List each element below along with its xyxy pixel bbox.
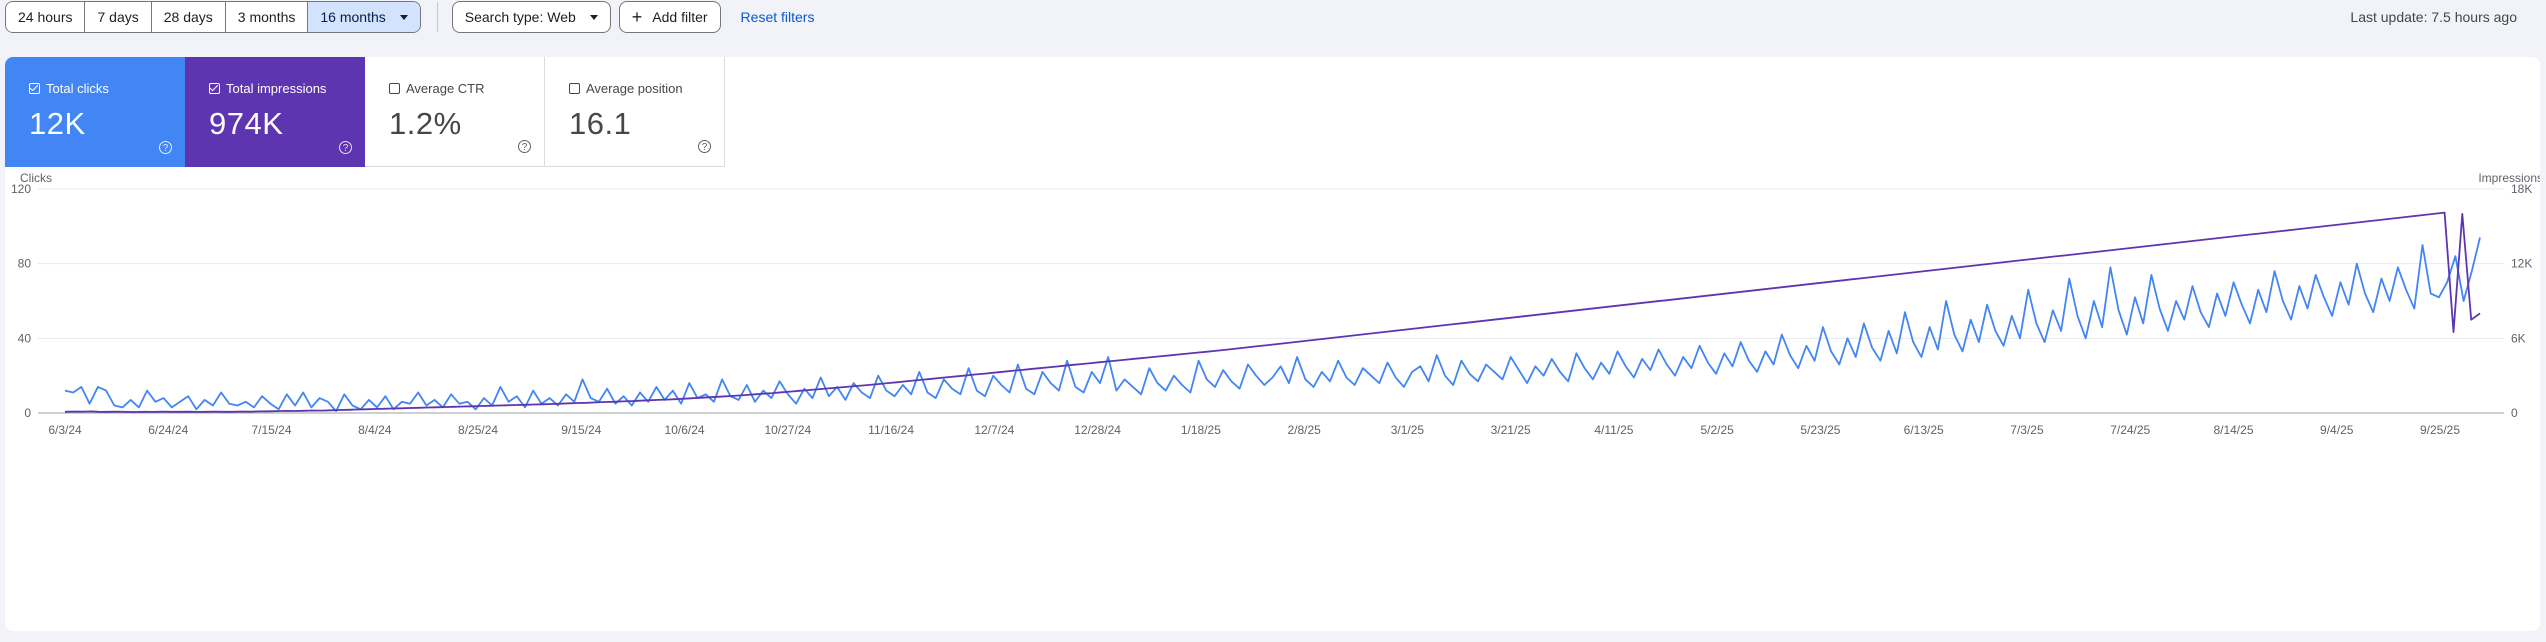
- metric-label-row: Average CTR: [389, 81, 544, 96]
- x-tick-label: 7/24/25: [2110, 423, 2150, 437]
- y-right-tick-label: 12K: [2511, 257, 2532, 271]
- x-tick-label: 6/24/24: [148, 423, 188, 437]
- y-right-tick-label: 6K: [2511, 331, 2526, 345]
- help-icon[interactable]: ?: [518, 140, 531, 153]
- metric-label: Average CTR: [406, 81, 485, 96]
- x-tick-label: 3/21/25: [1491, 423, 1531, 437]
- y-left-tick-label: 120: [11, 182, 31, 196]
- y-right-tick-label: 18K: [2511, 182, 2532, 196]
- metric-total-impressions[interactable]: Total impressions 974K ?: [185, 57, 365, 167]
- date-range-selector: 24 hours 7 days 28 days 3 months 16 mont…: [5, 1, 421, 33]
- x-tick-label: 3/1/25: [1391, 423, 1425, 437]
- y-left-tick-label: 80: [18, 257, 32, 271]
- checkbox-checked-icon[interactable]: [209, 83, 220, 94]
- checkbox-unchecked-icon[interactable]: [389, 83, 400, 94]
- series-line-total-clicks: [64, 237, 2481, 413]
- x-tick-label: 9/15/24: [561, 423, 601, 437]
- metric-value: 12K: [29, 106, 86, 141]
- x-tick-label: 9/25/25: [2420, 423, 2460, 437]
- plus-icon: +: [631, 7, 643, 27]
- range-7-days-button[interactable]: 7 days: [85, 2, 152, 32]
- toolbar: 24 hours 7 days 28 days 3 months 16 mont…: [5, 0, 814, 34]
- y-left-tick-label: 40: [18, 331, 32, 345]
- x-tick-label: 7/3/25: [2010, 423, 2044, 437]
- metric-label: Total clicks: [46, 81, 109, 96]
- metric-average-ctr[interactable]: Average CTR 1.2% ?: [365, 57, 545, 167]
- help-icon[interactable]: ?: [698, 140, 711, 153]
- search-type-label: Search type: Web: [464, 9, 576, 25]
- range-28-days-button[interactable]: 28 days: [151, 2, 226, 32]
- x-tick-label: 7/15/24: [251, 423, 291, 437]
- x-tick-label: 12/7/24: [974, 423, 1014, 437]
- range-3-months-button[interactable]: 3 months: [225, 2, 309, 32]
- performance-card: Total clicks 12K ? Total impressions 974…: [5, 57, 2540, 631]
- x-tick-label: 12/28/24: [1074, 423, 1121, 437]
- x-tick-label: 8/25/24: [458, 423, 498, 437]
- toolbar-divider: [436, 2, 438, 32]
- x-tick-label: 8/14/25: [2213, 423, 2253, 437]
- x-tick-label: 4/11/25: [1594, 423, 1633, 437]
- x-tick-label: 5/2/25: [1700, 423, 1734, 437]
- x-tick-label: 6/3/24: [48, 423, 82, 437]
- x-tick-label: 9/4/25: [2320, 423, 2354, 437]
- y-right-axis-label: Impressions: [2478, 171, 2540, 185]
- chevron-down-icon: [399, 14, 408, 20]
- checkbox-checked-icon[interactable]: [29, 83, 40, 94]
- x-tick-label: 10/6/24: [665, 423, 705, 437]
- x-tick-label: 11/16/24: [868, 423, 914, 437]
- y-right-tick-label: 0: [2511, 406, 2518, 420]
- x-tick-label: 2/8/25: [1287, 423, 1321, 437]
- metric-value: 974K: [209, 106, 284, 141]
- checkbox-unchecked-icon[interactable]: [569, 83, 580, 94]
- metric-label: Average position: [586, 81, 683, 96]
- help-icon[interactable]: ?: [159, 141, 172, 154]
- series-line-total-impressions: [64, 211, 2481, 413]
- y-left-axis-label: Clicks: [20, 171, 52, 185]
- help-icon[interactable]: ?: [339, 141, 352, 154]
- metric-label-row: Average position: [569, 81, 724, 96]
- y-left-tick-label: 0: [24, 406, 31, 420]
- range-24-hours-button[interactable]: 24 hours: [6, 2, 86, 32]
- x-tick-label: 5/23/25: [1800, 423, 1840, 437]
- add-filter-label: Add filter: [652, 9, 708, 25]
- metric-value: 16.1: [569, 106, 632, 141]
- chevron-down-icon: [589, 14, 598, 20]
- x-tick-label: 1/18/25: [1181, 423, 1221, 437]
- search-type-filter[interactable]: Search type: Web: [451, 1, 611, 33]
- add-filter-button[interactable]: + Add filter: [618, 1, 721, 33]
- metric-label-row: Total impressions: [209, 81, 365, 96]
- metric-average-position[interactable]: Average position 16.1 ?: [545, 57, 725, 167]
- metric-label: Total impressions: [226, 81, 327, 96]
- reset-filters-link[interactable]: Reset filters: [740, 9, 815, 25]
- range-16-months-button[interactable]: 16 months: [308, 2, 420, 32]
- metric-label-row: Total clicks: [29, 81, 185, 96]
- metric-value: 1.2%: [389, 106, 462, 141]
- x-tick-label: 6/13/25: [1904, 423, 1944, 437]
- x-tick-label: 8/4/24: [358, 423, 392, 437]
- metric-tabs: Total clicks 12K ? Total impressions 974…: [5, 57, 725, 167]
- x-tick-label: 10/27/24: [764, 423, 811, 437]
- range-16-months-label: 16 months: [320, 9, 386, 25]
- metric-total-clicks[interactable]: Total clicks 12K ?: [5, 57, 185, 167]
- last-update-text: Last update: 7.5 hours ago: [2350, 9, 2517, 25]
- performance-chart[interactable]: Clicks Impressions 0 40 80 120 0 6K 12K 18K 6/3/24…: [5, 117, 2540, 561]
